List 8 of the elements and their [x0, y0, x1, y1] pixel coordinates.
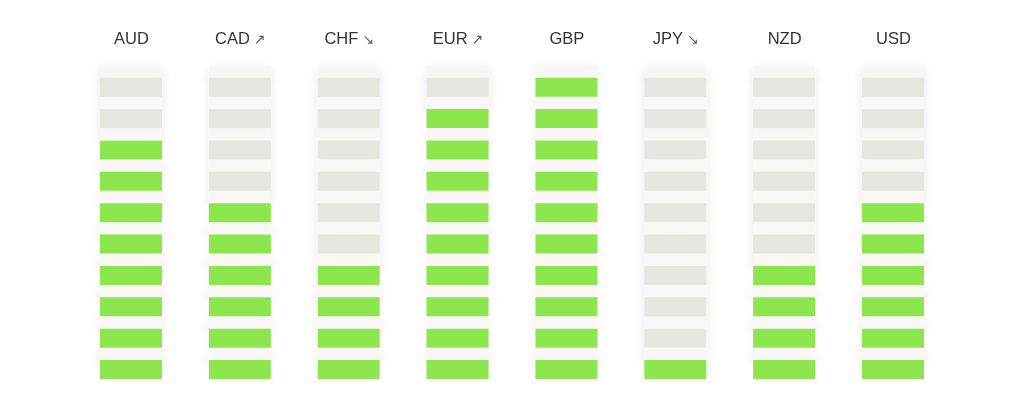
- x-tick-label: EUR ↗: [432, 29, 484, 47]
- x-tick-label: CAD ↗: [215, 29, 266, 47]
- x-tick-label: USD: [876, 29, 911, 47]
- x-tick-label: NZD: [767, 29, 802, 47]
- x-tick-label: CHF ↘: [324, 29, 374, 47]
- x-tick-label: AUD: [114, 29, 149, 47]
- x-tick-label: JPY ↘: [652, 29, 699, 47]
- x-tick-label: GBP: [549, 29, 585, 47]
